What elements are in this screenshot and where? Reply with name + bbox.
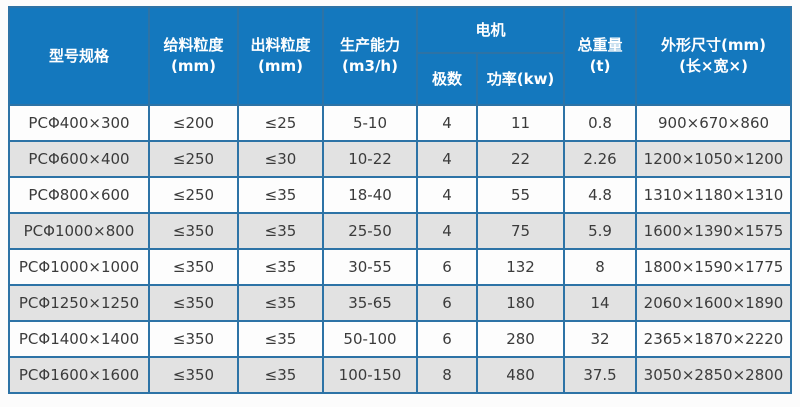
- cell-dimensions: 1200×1050×1200: [635, 140, 793, 178]
- table-row: PCΦ1000×1000 ≤350 ≤35 30-55 6 132 8 1800…: [8, 248, 793, 286]
- cell-feed-size: ≤350: [148, 212, 239, 250]
- cell-dimensions: 2365×1870×2220: [635, 320, 793, 358]
- cell-output-size: ≤35: [237, 176, 324, 214]
- cell-weight: 37.5: [563, 356, 638, 394]
- cell-capacity: 10-22: [322, 140, 418, 178]
- cell-power: 480: [475, 356, 566, 394]
- cell-output-size: ≤35: [237, 248, 324, 286]
- cell-poles: 4: [416, 176, 478, 214]
- cell-capacity: 35-65: [322, 284, 418, 322]
- spec-table: 型号规格 给料粒度 (mm) 出料粒度 (mm) 生产能力 (m3/h) 电机 …: [8, 6, 793, 394]
- header-output-size: 出料粒度 (mm): [237, 6, 324, 106]
- cell-output-size: ≤35: [237, 212, 324, 250]
- cell-poles: 8: [416, 356, 478, 394]
- table-row: PCΦ600×400 ≤250 ≤30 10-22 4 22 2.26 1200…: [8, 140, 793, 178]
- cell-feed-size: ≤350: [148, 320, 239, 358]
- cell-poles: 6: [416, 320, 478, 358]
- cell-weight: 4.8: [563, 176, 638, 214]
- cell-weight: 8: [563, 248, 638, 286]
- cell-poles: 4: [416, 212, 478, 250]
- cell-model: PCΦ1600×1600: [8, 356, 150, 394]
- table-row: PCΦ1400×1400 ≤350 ≤35 50-100 6 280 32 23…: [8, 320, 793, 358]
- table-row: PCΦ400×300 ≤200 ≤25 5-10 4 11 0.8 900×67…: [8, 104, 793, 142]
- header-feed-size: 给料粒度 (mm): [148, 6, 239, 106]
- header-row-sub: 极数 功率(kw): [9, 52, 791, 106]
- cell-weight: 14: [563, 284, 638, 322]
- cell-feed-size: ≤250: [148, 140, 239, 178]
- cell-power: 180: [475, 284, 566, 322]
- cell-poles: 6: [416, 284, 478, 322]
- cell-feed-size: ≤200: [148, 104, 239, 142]
- cell-model: PCΦ1000×1000: [8, 248, 150, 286]
- header-weight: 总重量 (t): [563, 6, 638, 106]
- cell-model: PCΦ1000×800: [8, 212, 150, 250]
- cell-capacity: 100-150: [322, 356, 418, 394]
- table-row: PCΦ800×600 ≤250 ≤35 18-40 4 55 4.8 1310×…: [8, 176, 793, 214]
- cell-feed-size: ≤350: [148, 356, 239, 394]
- cell-capacity: 18-40: [322, 176, 418, 214]
- cell-model: PCΦ400×300: [8, 104, 150, 142]
- header-capacity: 生产能力 (m3/h): [322, 6, 418, 106]
- cell-weight: 2.26: [563, 140, 638, 178]
- cell-weight: 32: [563, 320, 638, 358]
- table-body: PCΦ400×300 ≤200 ≤25 5-10 4 11 0.8 900×67…: [8, 104, 793, 394]
- cell-dimensions: 3050×2850×2800: [635, 356, 793, 394]
- cell-feed-size: ≤250: [148, 176, 239, 214]
- cell-model: PCΦ800×600: [8, 176, 150, 214]
- cell-output-size: ≤35: [237, 356, 324, 394]
- cell-power: 75: [475, 212, 566, 250]
- cell-output-size: ≤35: [237, 284, 324, 322]
- header-motor-group: 电机: [415, 6, 566, 54]
- cell-dimensions: 900×670×860: [635, 104, 793, 142]
- cell-dimensions: 1800×1590×1775: [635, 248, 793, 286]
- header-model: 型号规格: [8, 6, 150, 106]
- cell-feed-size: ≤350: [148, 284, 239, 322]
- cell-dimensions: 1600×1390×1575: [635, 212, 793, 250]
- cell-weight: 0.8: [563, 104, 638, 142]
- cell-power: 280: [475, 320, 566, 358]
- header-dimensions: 外形尺寸(mm) (长×宽×): [635, 6, 793, 106]
- spec-table-container: 型号规格 给料粒度 (mm) 出料粒度 (mm) 生产能力 (m3/h) 电机 …: [8, 6, 793, 394]
- table-row: PCΦ1000×800 ≤350 ≤35 25-50 4 75 5.9 1600…: [8, 212, 793, 250]
- cell-feed-size: ≤350: [148, 248, 239, 286]
- cell-power: 55: [475, 176, 566, 214]
- table-row: PCΦ1600×1600 ≤350 ≤35 100-150 8 480 37.5…: [8, 356, 793, 394]
- cell-capacity: 50-100: [322, 320, 418, 358]
- header-row-top: 型号规格 给料粒度 (mm) 出料粒度 (mm) 生产能力 (m3/h) 电机 …: [8, 6, 793, 106]
- cell-output-size: ≤30: [237, 140, 324, 178]
- cell-power: 22: [475, 140, 566, 178]
- cell-poles: 6: [416, 248, 478, 286]
- cell-capacity: 5-10: [322, 104, 418, 142]
- cell-capacity: 30-55: [322, 248, 418, 286]
- cell-model: PCΦ1250×1250: [8, 284, 150, 322]
- cell-output-size: ≤25: [237, 104, 324, 142]
- table-header: 型号规格 给料粒度 (mm) 出料粒度 (mm) 生产能力 (m3/h) 电机 …: [8, 6, 793, 106]
- cell-output-size: ≤35: [237, 320, 324, 358]
- header-poles: 极数: [416, 52, 478, 106]
- cell-power: 11: [475, 104, 566, 142]
- cell-capacity: 25-50: [322, 212, 418, 250]
- cell-weight: 5.9: [563, 212, 638, 250]
- header-power: 功率(kw): [475, 52, 566, 106]
- cell-model: PCΦ600×400: [8, 140, 150, 178]
- cell-power: 132: [475, 248, 566, 286]
- cell-dimensions: 1310×1180×1310: [635, 176, 793, 214]
- cell-dimensions: 2060×1600×1890: [635, 284, 793, 322]
- cell-poles: 4: [416, 140, 478, 178]
- cell-poles: 4: [416, 104, 478, 142]
- cell-model: PCΦ1400×1400: [8, 320, 150, 358]
- table-row: PCΦ1250×1250 ≤350 ≤35 35-65 6 180 14 206…: [8, 284, 793, 322]
